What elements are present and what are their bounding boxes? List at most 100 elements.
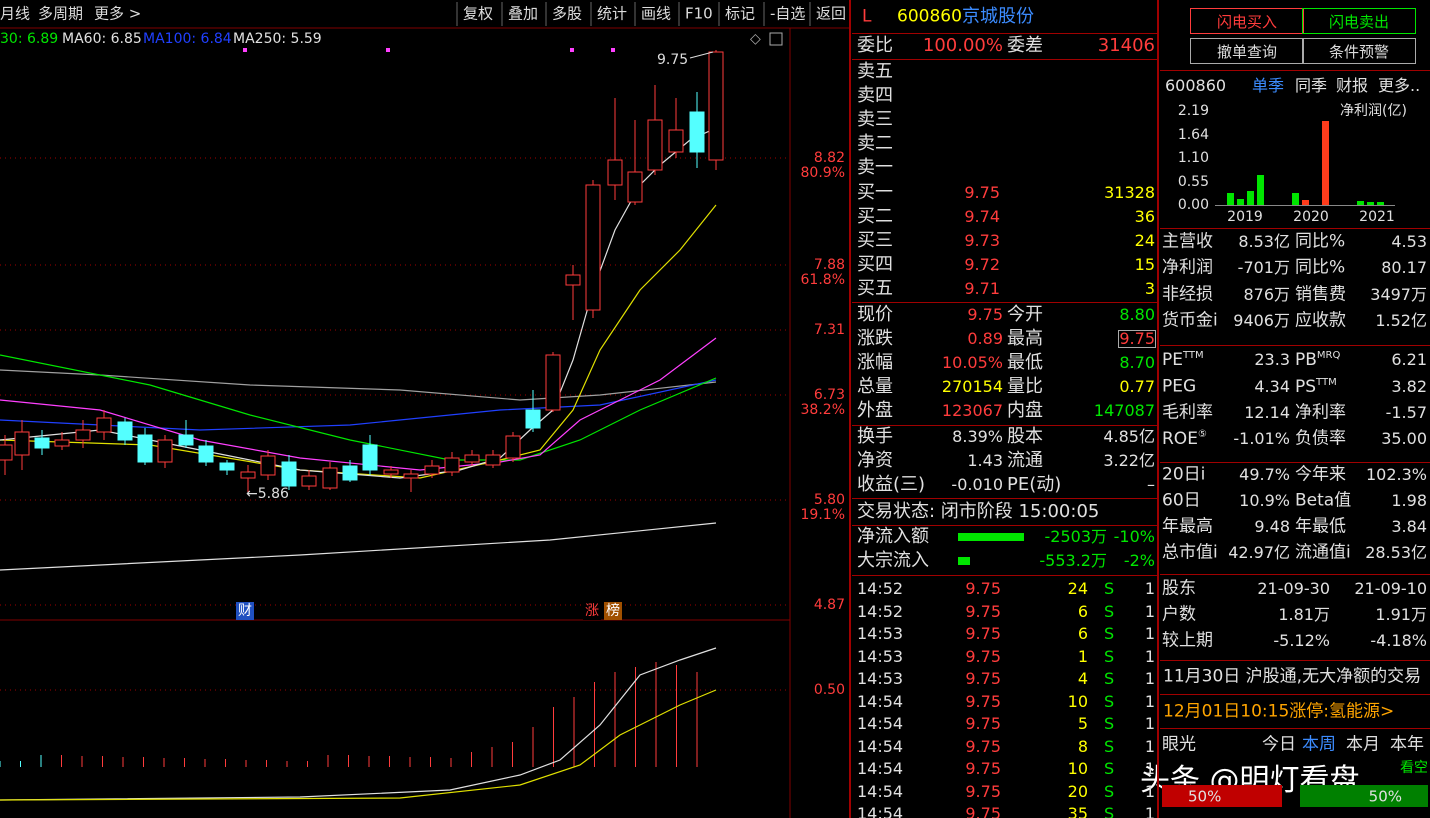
trade-price: 9.75 — [965, 759, 1001, 778]
candle-body — [627, 171, 643, 203]
event-marker[interactable]: 涨 — [585, 603, 599, 619]
vote-tab[interactable]: 本月 — [1346, 734, 1380, 755]
candle-body — [322, 467, 338, 489]
volume-axis-label: 0.50 — [814, 682, 845, 698]
stat-label: 内盘 — [1007, 400, 1043, 421]
trade-count: 1 — [1144, 624, 1155, 643]
candle-body — [301, 475, 317, 487]
stat-value: 0.89 — [967, 329, 1003, 348]
bid-price: 9.73 — [964, 231, 1000, 250]
trade-status: 交易状态: 闭市阶段 15:00:05 — [857, 501, 1100, 522]
news[interactable]: 11月30日 沪股通,无大净额的交易 — [1163, 666, 1422, 687]
toolbar-button[interactable]: 叠加 — [508, 5, 538, 23]
mini-y-tick: 0.00 — [1177, 197, 1209, 213]
candle-body — [464, 454, 480, 463]
trade-time: 14:54 — [857, 691, 904, 711]
label: 委差 — [1007, 35, 1043, 56]
vote-tab[interactable]: 今日 — [1262, 734, 1296, 755]
price-label: 4.87 — [814, 597, 845, 613]
toolbar-button[interactable]: -自选 — [770, 5, 805, 23]
row-divider — [1160, 70, 1430, 71]
fund-value: 8.53亿 — [1238, 232, 1290, 251]
action-button[interactable]: 闪电买入 — [1190, 8, 1304, 34]
tab[interactable]: 财报 — [1336, 76, 1369, 95]
stat-label: 现价 — [857, 304, 893, 325]
trade-count: 1 — [1144, 759, 1155, 778]
toolbar-button[interactable]: 返回 — [816, 5, 846, 23]
stat-value: 0.77 — [1119, 377, 1155, 396]
vote-bearish[interactable]: 看空 — [1400, 760, 1428, 776]
trade-side: S — [1104, 691, 1115, 711]
trade-volume: 5 — [1077, 714, 1088, 733]
toolbar-item[interactable]: 多周期 — [38, 5, 83, 23]
candle-body — [362, 444, 378, 471]
candle-body — [157, 439, 173, 463]
candle-body — [505, 435, 521, 459]
bid-volume: 15 — [1134, 255, 1155, 274]
fund-value: 4.34 — [1254, 377, 1290, 396]
toolbar-button[interactable]: 统计 — [597, 5, 627, 23]
stat-label: 最低 — [1007, 352, 1043, 373]
label-text: 年最高 — [1162, 516, 1213, 537]
label-text: 主营收 — [1162, 231, 1213, 252]
stock-code: 600860 — [897, 6, 962, 27]
trade-volume: 20 — [1067, 781, 1088, 801]
fund-label: 净利润 — [1162, 259, 1213, 277]
mini-bar — [1322, 121, 1329, 205]
event-marker[interactable]: 榜 — [606, 602, 620, 619]
label-sup: TTM — [1316, 377, 1337, 389]
action-button[interactable]: 闪电卖出 — [1302, 8, 1416, 34]
bid-price: 9.74 — [964, 207, 1000, 226]
fund-value: 1.52亿 — [1375, 311, 1427, 330]
fund-value: 3.84 — [1391, 517, 1427, 536]
trade-price: 9.75 — [965, 601, 1001, 621]
candle-body — [178, 434, 194, 446]
toolbar-button[interactable]: 标记 — [725, 5, 755, 23]
value: 100.00% — [922, 35, 1003, 56]
candle-body — [485, 454, 501, 466]
trade-side: S — [1104, 714, 1115, 733]
pct-label: 80.9% — [801, 165, 845, 181]
mini-y-tick: 1.10 — [1177, 150, 1209, 166]
ma-line — [0, 204, 717, 479]
cap-value: 3.22亿 — [1103, 451, 1155, 470]
toolbar-button[interactable]: 画线 — [641, 5, 671, 23]
stat-value: 8.80 — [1119, 305, 1155, 324]
holder-value: 1.81万 — [1278, 605, 1330, 624]
trade-price: 9.75 — [965, 624, 1001, 643]
label-text: ROE — [1162, 428, 1198, 449]
toolbar-item[interactable]: 月线 — [0, 5, 30, 23]
candle-body — [403, 473, 419, 479]
trade-time: 14:52 — [857, 579, 904, 598]
trade-time: 14:54 — [857, 759, 904, 778]
stat-label: 外盘 — [857, 400, 893, 421]
candle-body — [585, 184, 601, 311]
toolbar-button[interactable]: 复权 — [463, 5, 493, 23]
toolbar-item[interactable]: 更多 > — [94, 5, 141, 23]
label-text: 总市值i — [1162, 542, 1218, 563]
action-button[interactable]: 条件预警 — [1302, 38, 1416, 64]
candle-body — [565, 274, 581, 286]
toolbar-button[interactable]: F10 — [685, 5, 713, 23]
tab[interactable]: 同季 — [1295, 76, 1328, 95]
toolbar-button[interactable]: 多股 — [552, 5, 582, 23]
panel-border — [1157, 0, 1159, 818]
fund-label: PEG — [1162, 378, 1196, 396]
candle-body — [668, 129, 684, 153]
vote-tab[interactable]: 本周 — [1302, 734, 1336, 755]
action-button[interactable]: 撤单查询 — [1190, 38, 1304, 64]
news[interactable]: 12月01日10:15涨停:氢能源> — [1163, 701, 1395, 722]
holder-value: -5.12% — [1273, 631, 1330, 650]
trade-volume: 35 — [1067, 804, 1088, 818]
tab[interactable]: 更多.. — [1378, 76, 1421, 95]
vote-tab[interactable]: 本年 — [1390, 734, 1424, 755]
fund-label: ROE⑤ — [1162, 430, 1207, 448]
fund-value: 80.17 — [1381, 258, 1427, 277]
row-divider — [852, 575, 1158, 576]
row-divider — [852, 425, 1158, 426]
ask-label: 卖五 — [857, 61, 893, 82]
trade-price: 9.75 — [965, 669, 1001, 688]
tab[interactable]: 单季 — [1252, 76, 1285, 95]
trade-price: 9.75 — [965, 714, 1001, 733]
event-marker[interactable]: 财 — [238, 603, 252, 619]
